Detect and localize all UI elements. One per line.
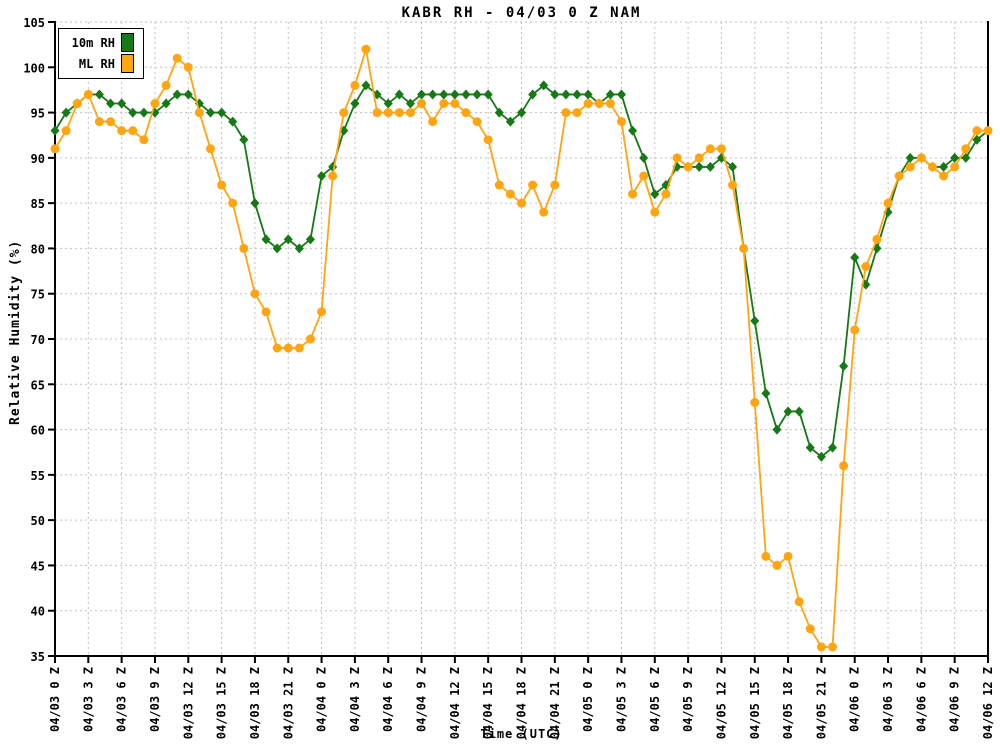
x-tick-label: 04/03 3 Z xyxy=(81,667,95,732)
x-tick-label: 04/03 18 Z xyxy=(248,667,262,739)
legend-swatch-ml-rh xyxy=(121,54,134,73)
chart-title: KABR RH - 04/03 0 Z NAM xyxy=(401,5,642,21)
x-tick-label: 04/04 15 Z xyxy=(481,667,495,739)
y-tick-label: 85 xyxy=(31,197,45,211)
legend-item-ml-rh: ML RH xyxy=(65,53,134,74)
x-tick-label: 04/03 12 Z xyxy=(181,667,195,739)
x-tick-label: 04/04 9 Z xyxy=(415,667,429,732)
x-tick-labels: 04/03 0 Z 04/03 3 Z 04/03 6 Z 04/03 9 Z 04/0… xyxy=(48,656,995,739)
x-tick-label: 04/03 9 Z xyxy=(148,667,162,732)
y-tick-label: 65 xyxy=(31,378,45,392)
y-tick-label: 60 xyxy=(31,424,45,438)
legend-label-ml-rh: ML RH xyxy=(78,56,115,71)
series-markers xyxy=(50,44,993,652)
x-tick-label: 04/06 12 Z xyxy=(981,667,995,739)
x-tick-label: 04/04 0 Z xyxy=(315,667,329,732)
grid-lines xyxy=(55,21,988,656)
x-tick-label: 04/05 18 Z xyxy=(781,667,795,739)
x-tick-label: 04/03 0 Z xyxy=(48,667,62,732)
y-tick-label: 55 xyxy=(31,469,45,483)
legend-item-10m-rh: 10m RH xyxy=(65,32,134,53)
y-tick-labels: 35 40 45 50 55 60 65 70 75 80 85 90 95 100 105 xyxy=(23,16,55,664)
y-tick-label: 40 xyxy=(31,605,45,619)
legend-swatch-10m-rh xyxy=(121,33,134,52)
x-tick-label: 04/05 3 Z xyxy=(614,667,628,732)
y-tick-label: 95 xyxy=(31,107,45,121)
y-tick-label: 90 xyxy=(31,152,45,166)
x-tick-label: 04/04 6 Z xyxy=(381,667,395,732)
x-tick-label: 04/05 12 Z xyxy=(714,667,728,739)
x-tick-label: 04/05 9 Z xyxy=(681,667,695,732)
x-tick-label: 04/04 3 Z xyxy=(348,667,362,732)
x-tick-label: 04/06 3 Z xyxy=(881,667,895,732)
y-tick-label: 75 xyxy=(31,288,45,302)
y-tick-label: 45 xyxy=(31,559,45,573)
x-tick-label: 04/03 21 Z xyxy=(281,667,295,739)
x-tick-label: 04/03 15 Z xyxy=(215,667,229,739)
y-tick-label: 105 xyxy=(23,16,45,30)
x-tick-label: 04/05 21 Z xyxy=(814,667,828,739)
legend-label-10m-rh: 10m RH xyxy=(71,35,115,50)
series-ml-rh xyxy=(50,44,993,652)
y-tick-label: 35 xyxy=(31,650,45,664)
x-tick-label: 04/04 21 Z xyxy=(548,667,562,739)
y-tick-label: 50 xyxy=(31,514,45,528)
x-tick-label: 04/06 9 Z xyxy=(948,667,962,732)
x-tick-label: 04/05 0 Z xyxy=(581,667,595,732)
x-tick-label: 04/05 15 Z xyxy=(748,667,762,739)
x-tick-label: 04/04 12 Z xyxy=(448,667,462,739)
x-tick-label: 04/03 6 Z xyxy=(115,667,129,732)
legend: 10m RH ML RH xyxy=(58,28,144,79)
y-tick-label: 70 xyxy=(31,333,45,347)
x-tick-label: 04/04 18 Z xyxy=(515,667,529,739)
y-tick-label: 100 xyxy=(23,61,45,75)
y-tick-label: 80 xyxy=(31,242,45,256)
x-axis-title: Time (UTC) xyxy=(480,727,563,741)
x-tick-label: 04/06 6 Z xyxy=(914,667,928,732)
x-tick-label: 04/06 0 Z xyxy=(848,667,862,732)
x-tick-label: 04/05 6 Z xyxy=(648,667,662,732)
